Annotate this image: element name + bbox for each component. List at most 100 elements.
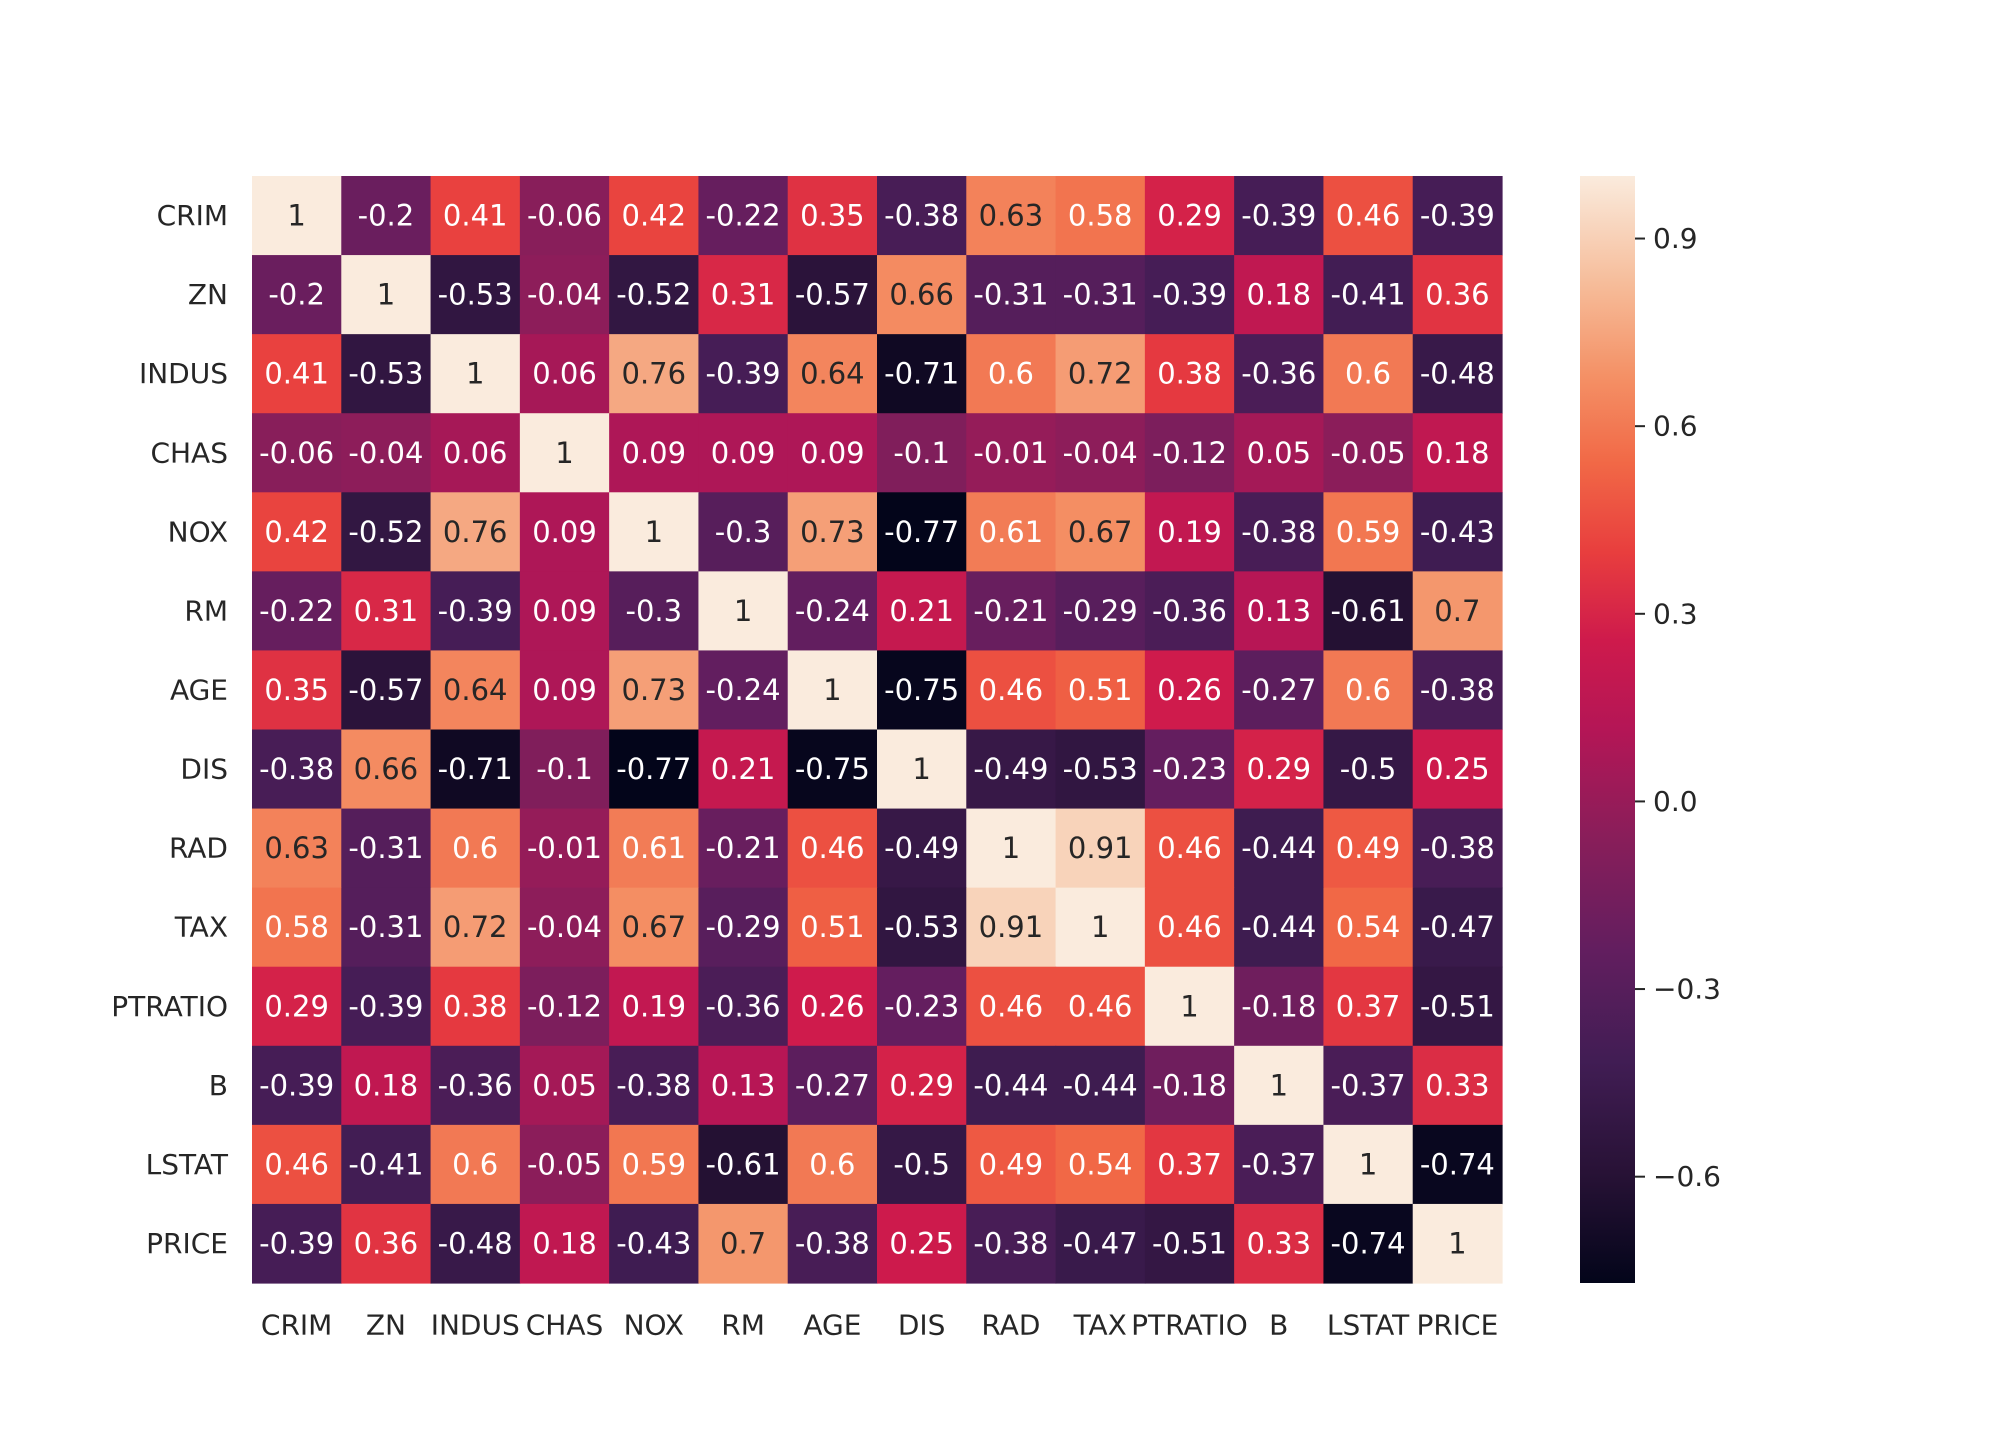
heatmap-cell [1412,808,1503,889]
cell-value-label: 0.31 [711,278,776,312]
y-tick-label: RM [184,594,228,627]
cell-value-label: 0.66 [354,752,419,786]
y-tick-label: NOX [168,515,228,548]
cell-value-label: -0.31 [973,278,1048,312]
cell-value-label: 1 [287,199,305,233]
heatmap-cell [1323,887,1414,968]
cell-value-label: 0.67 [622,910,687,944]
cell-value-label: -0.2 [268,278,325,312]
heatmap-cell [698,1203,789,1284]
heatmap-cell [430,571,521,652]
heatmap-cell [252,413,342,493]
cell-value-label: -0.3 [715,515,772,549]
heatmap-cell [966,571,1057,652]
cell-value-label: -0.39 [259,1226,334,1260]
heatmap-cell [698,966,789,1047]
x-tick-label: RM [721,1309,765,1342]
cell-value-label: -0.52 [616,278,691,312]
heatmap-cell [1323,176,1414,256]
cell-value-label: 0.46 [979,989,1044,1023]
cell-value-label: -0.21 [973,594,1048,628]
heatmap-cell [1323,413,1414,493]
cell-value-label: 0.09 [711,436,776,470]
cell-value-label: -0.51 [1152,1226,1227,1260]
cell-value-label: -0.31 [348,910,423,944]
heatmap-cell [1144,887,1235,968]
cell-value-label: 0.41 [264,357,329,391]
heatmap-cell [787,571,878,652]
heatmap-cell [341,492,432,572]
heatmap-cell [1412,255,1503,335]
cell-value-label: -0.29 [1063,594,1138,628]
heatmap-cell [252,729,342,810]
x-tick-label: DIS [898,1309,946,1342]
x-tick-label: PTRATIO [1131,1309,1248,1342]
colorbar-tick-label: 0.9 [1653,222,1698,255]
heatmap-cell [1323,808,1414,889]
heatmap-cell [609,334,700,414]
cell-value-label: 0.51 [800,910,865,944]
cell-value-label: 1 [1002,831,1020,865]
heatmap-cell [1323,729,1414,810]
heatmap-cell [341,1203,432,1284]
heatmap-cell [787,1203,878,1284]
heatmap-cell [877,571,967,652]
y-tick-label: B [209,1069,228,1102]
cell-value-label: -0.39 [706,357,781,391]
colorbar-tick-label: −0.6 [1653,1160,1721,1193]
heatmap-cell [1412,1045,1503,1126]
cell-value-label: -0.31 [348,831,423,865]
heatmap-cell [430,650,521,731]
heatmap-cell [877,1203,967,1284]
cell-value-label: -0.41 [348,1147,423,1181]
cell-value-label: -0.61 [706,1147,781,1181]
heatmap-cell [252,887,342,968]
heatmap-cell [609,887,700,968]
cell-value-label: 1 [466,357,484,391]
heatmap-cell [341,413,432,493]
heatmap-cell [1144,413,1235,493]
heatmap-cell [341,887,432,968]
heatmap-cell [341,571,432,652]
cell-value-label: -0.05 [1331,436,1406,470]
cell-value-label: -0.36 [438,1068,513,1102]
heatmap-cell [252,255,342,335]
heatmap-cell [341,255,432,335]
heatmap-cell [1144,1045,1235,1126]
cell-value-label: 0.33 [1425,1068,1490,1102]
heatmap-cell [1055,413,1146,493]
heatmap-cell [341,176,432,256]
cell-value-label: -0.71 [438,752,513,786]
cell-value-label: 1 [912,752,930,786]
heatmap-cell [787,887,878,968]
heatmap-cell [609,729,700,810]
heatmap-cell [877,966,967,1047]
heatmap-cell [1412,334,1503,414]
cell-value-label: 1 [1091,910,1109,944]
y-tick-label: CRIM [157,199,228,232]
heatmap-cell [877,808,967,889]
heatmap-cell [609,413,700,493]
cell-value-label: -0.47 [1420,910,1495,944]
cell-value-label: -0.57 [795,278,870,312]
cell-value-label: -0.48 [1420,357,1495,391]
colorbar-tick-label: 0.6 [1653,410,1698,443]
heatmap-cell [609,650,700,731]
x-tick-label: NOX [624,1309,684,1342]
heatmap-cell [519,255,610,335]
heatmap-cell [877,650,967,731]
cell-value-label: 0.46 [1336,199,1401,233]
cell-value-label: -0.53 [438,278,513,312]
heatmap-cell [341,966,432,1047]
cell-value-label: 0.36 [354,1226,419,1260]
cell-value-label: -0.53 [1063,752,1138,786]
cell-value-label: 0.46 [264,1147,329,1181]
heatmap-cell [966,1124,1057,1205]
cell-value-label: 0.73 [800,515,865,549]
heatmap-cell [341,729,432,810]
heatmap-cell [1144,966,1235,1047]
heatmap-cell [252,176,342,256]
colorbar [1580,176,1635,1283]
x-tick-label: INDUS [431,1309,520,1342]
heatmap-cell [252,650,342,731]
